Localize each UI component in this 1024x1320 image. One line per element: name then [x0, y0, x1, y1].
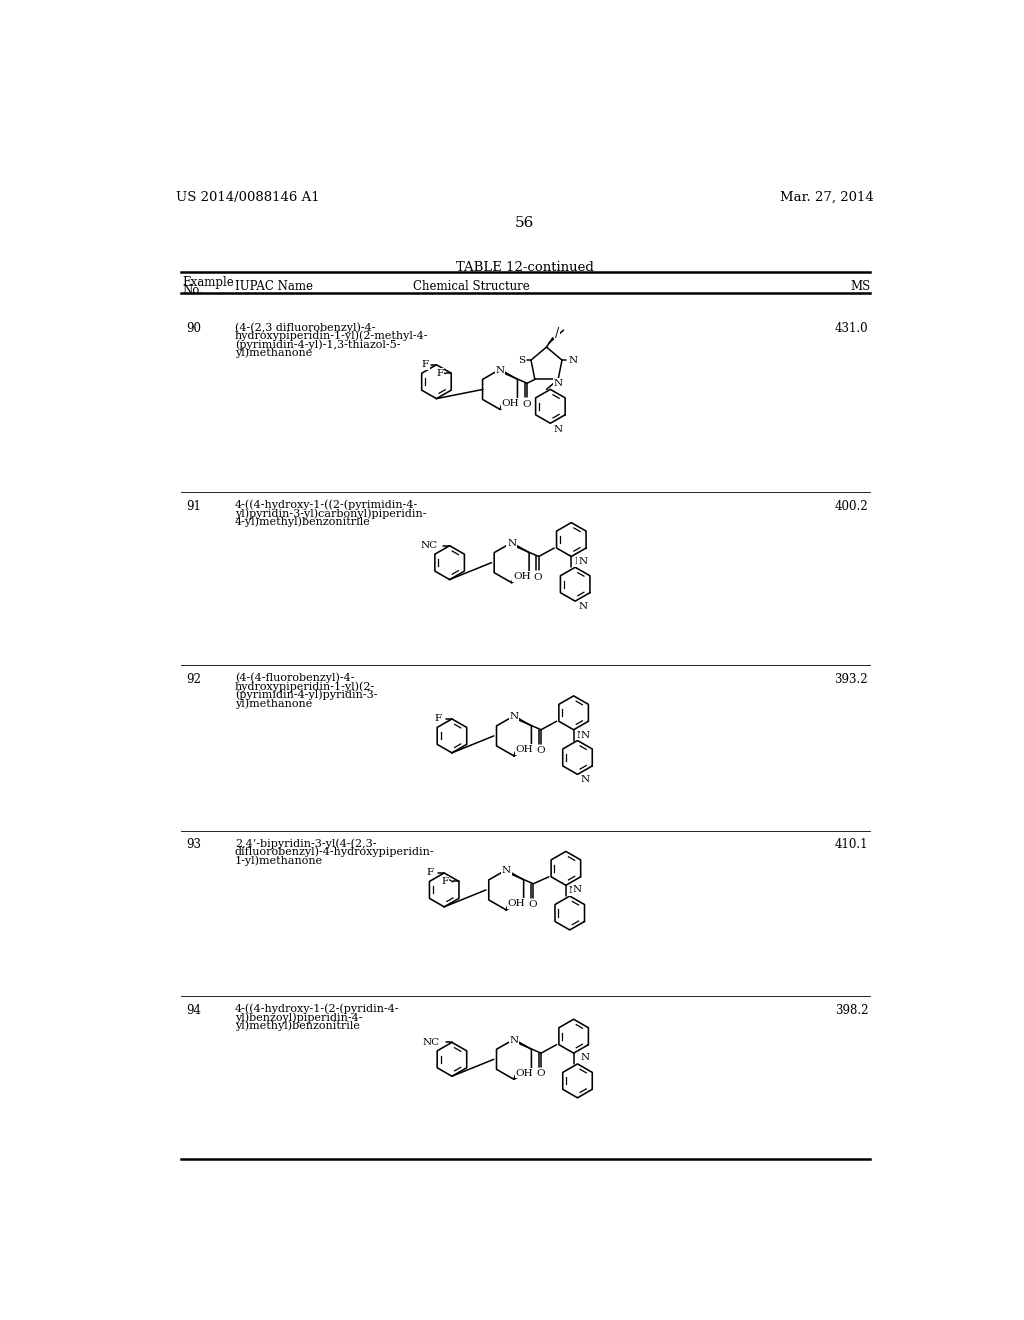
Text: 91: 91 [186, 499, 201, 512]
Text: S: S [518, 355, 524, 364]
Text: 398.2: 398.2 [835, 1003, 868, 1016]
Text: OH: OH [515, 746, 534, 754]
Text: N: N [554, 379, 562, 388]
Text: N: N [577, 731, 586, 739]
Text: 4-((4-hydroxy-1-(2-(pyridin-4-: 4-((4-hydroxy-1-(2-(pyridin-4- [234, 1003, 399, 1015]
Text: 1-yl)methanone: 1-yl)methanone [234, 855, 324, 866]
Text: F: F [436, 368, 443, 378]
Text: N: N [509, 713, 518, 721]
Text: 92: 92 [186, 673, 201, 686]
Text: (pyrimidin-4-yl)pyridin-3-: (pyrimidin-4-yl)pyridin-3- [234, 689, 378, 701]
Text: difluorobenzyl)-4-hydroxypiperidin-: difluorobenzyl)-4-hydroxypiperidin- [234, 847, 434, 858]
Text: 93: 93 [186, 838, 201, 851]
Text: N: N [574, 557, 584, 566]
Text: 56: 56 [515, 216, 535, 230]
Text: 2,4’-bipyridin-3-yl(4-(2,3-: 2,4’-bipyridin-3-yl(4-(2,3- [234, 838, 377, 849]
Text: N: N [572, 886, 582, 895]
Text: N: N [502, 866, 511, 875]
Text: F: F [426, 869, 433, 878]
Text: 4-((4-hydroxy-1-((2-(pyrimidin-4-: 4-((4-hydroxy-1-((2-(pyrimidin-4- [234, 499, 418, 510]
Text: N: N [569, 886, 579, 895]
Text: hydroxypiperidin-1-yl)(2-methyl-4-: hydroxypiperidin-1-yl)(2-methyl-4- [234, 331, 428, 342]
Text: F: F [441, 876, 449, 886]
Text: Chemical Structure: Chemical Structure [414, 280, 530, 293]
Text: Example: Example [182, 276, 234, 289]
Text: N: N [581, 775, 590, 784]
Text: /: / [555, 326, 559, 339]
Text: O: O [536, 1069, 545, 1078]
Text: N: N [581, 1053, 590, 1063]
Text: (pyrimidin-4-yl)-1,3-thiazol-5-: (pyrimidin-4-yl)-1,3-thiazol-5- [234, 339, 400, 350]
Text: O: O [534, 573, 543, 582]
Text: 90: 90 [186, 322, 201, 335]
Text: N: N [579, 602, 588, 611]
Text: N: N [579, 557, 588, 566]
Text: 410.1: 410.1 [835, 838, 868, 851]
Text: yl)methyl)benzonitrile: yl)methyl)benzonitrile [234, 1020, 359, 1031]
Text: (4-(2,3 difluorobenzyl)-4-: (4-(2,3 difluorobenzyl)-4- [234, 322, 376, 333]
Text: 400.2: 400.2 [835, 499, 868, 512]
Text: yl)benzoyl)piperidin-4-: yl)benzoyl)piperidin-4- [234, 1012, 362, 1023]
Text: (4-(4-fluorobenzyl)-4-: (4-(4-fluorobenzyl)-4- [234, 673, 354, 684]
Text: US 2014/0088146 A1: US 2014/0088146 A1 [176, 191, 319, 203]
Text: TABLE 12-continued: TABLE 12-continued [456, 261, 594, 273]
Text: OH: OH [502, 399, 519, 408]
Text: F: F [422, 360, 429, 370]
Text: MS: MS [850, 280, 870, 293]
Text: O: O [528, 900, 537, 909]
Text: N: N [507, 539, 516, 548]
Text: O: O [523, 400, 531, 408]
Text: NC: NC [420, 541, 437, 550]
Text: yl)methanone: yl)methanone [234, 348, 312, 359]
Text: N: N [568, 355, 578, 364]
Text: OH: OH [513, 572, 530, 581]
Text: F: F [434, 714, 441, 723]
Text: N: N [509, 1036, 518, 1044]
Text: 94: 94 [186, 1003, 201, 1016]
Text: N: N [496, 366, 505, 375]
Text: N: N [581, 731, 590, 739]
Text: 431.0: 431.0 [835, 322, 868, 335]
Text: N: N [554, 425, 562, 434]
Text: 393.2: 393.2 [835, 673, 868, 686]
Text: hydroxypiperidin-1-yl)(2-: hydroxypiperidin-1-yl)(2- [234, 681, 375, 692]
Text: No.: No. [182, 284, 203, 297]
Text: OH: OH [508, 899, 525, 908]
Text: O: O [536, 746, 545, 755]
Text: NC: NC [423, 1038, 439, 1047]
Text: yl)methanone: yl)methanone [234, 698, 312, 709]
Text: IUPAC Name: IUPAC Name [234, 280, 313, 293]
Text: yl)pyridin-3-yl)carbonyl)piperidin-: yl)pyridin-3-yl)carbonyl)piperidin- [234, 508, 426, 519]
Text: 4-yl)methyl)benzonitrile: 4-yl)methyl)benzonitrile [234, 516, 371, 527]
Text: Mar. 27, 2014: Mar. 27, 2014 [780, 191, 873, 203]
Text: OH: OH [515, 1069, 534, 1077]
